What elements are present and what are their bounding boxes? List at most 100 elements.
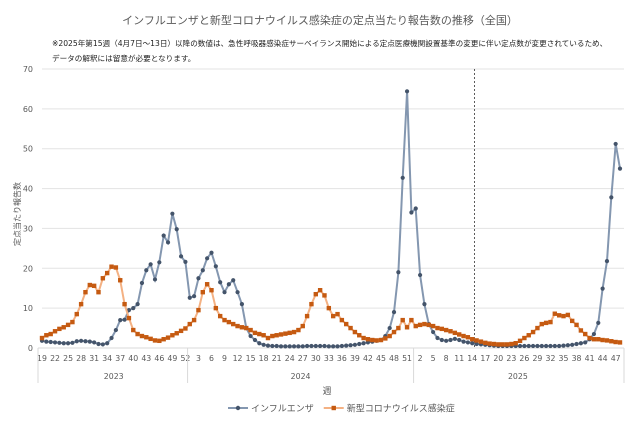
x-tick-label: 27 — [298, 354, 308, 363]
x-tick-label: 43 — [141, 354, 151, 363]
data-point — [530, 329, 536, 335]
data-point — [326, 305, 332, 311]
data-point — [348, 325, 353, 331]
data-point — [613, 339, 618, 345]
data-point — [296, 327, 301, 333]
data-point — [470, 337, 475, 342]
x-tick-label: 31 — [89, 354, 99, 363]
x-tick-label: 35 — [559, 354, 569, 363]
x-tick-label: 6 — [209, 354, 214, 363]
data-point — [187, 295, 192, 300]
data-point — [357, 333, 362, 338]
data-point — [283, 331, 288, 336]
x-tick-label: 29 — [532, 354, 542, 363]
data-point — [248, 327, 253, 333]
data-point — [517, 343, 523, 349]
data-point — [317, 288, 323, 293]
data-point — [274, 343, 279, 349]
data-point — [61, 341, 66, 346]
data-point — [187, 321, 192, 327]
data-point — [470, 341, 475, 346]
data-point — [526, 333, 531, 338]
data-point — [530, 343, 536, 349]
data-point — [426, 322, 431, 328]
y-tick-label: 0 — [28, 344, 33, 353]
data-point — [439, 337, 444, 343]
data-point — [617, 340, 623, 345]
data-point — [570, 342, 575, 347]
data-point — [239, 302, 245, 307]
chart-note: ※2025年第15週（4月7日～13日）以降の数値は、急性呼吸器感染症サーベイラ… — [52, 36, 607, 66]
data-point — [396, 270, 401, 275]
data-point — [539, 321, 544, 327]
data-point — [278, 344, 284, 349]
data-point — [596, 320, 601, 325]
x-tick-label: 14 — [467, 354, 477, 363]
data-point — [161, 337, 166, 342]
data-point — [248, 333, 253, 339]
data-point — [122, 301, 127, 307]
x-tick-label: 46 — [154, 354, 164, 363]
data-point — [409, 210, 414, 215]
data-point — [617, 166, 623, 171]
data-point — [535, 343, 540, 349]
data-point — [604, 338, 610, 343]
data-point — [135, 302, 140, 307]
data-point — [287, 344, 292, 349]
data-point — [96, 341, 101, 347]
data-point — [522, 335, 527, 341]
data-point — [322, 343, 327, 349]
data-point — [283, 344, 288, 349]
y-tick-label: 20 — [23, 264, 33, 273]
data-point — [330, 313, 336, 319]
data-point — [196, 276, 201, 281]
data-point — [113, 327, 118, 333]
y-tick-label: 60 — [23, 105, 33, 114]
data-point — [383, 336, 388, 341]
y-tick-label: 70 — [23, 65, 33, 74]
data-point — [204, 282, 210, 287]
data-point — [135, 331, 140, 337]
data-point — [217, 313, 223, 319]
x-tick-label: 8 — [444, 354, 449, 363]
data-point — [544, 343, 549, 349]
data-point — [265, 335, 271, 341]
data-point — [578, 341, 583, 346]
data-point — [79, 338, 84, 343]
x-tick-label: 20 — [493, 354, 503, 363]
data-point — [557, 343, 562, 349]
x-tick-label: 26 — [519, 354, 529, 363]
data-point — [270, 333, 275, 339]
x-tick-label: 12 — [233, 354, 243, 363]
x-tick-label: 42 — [363, 354, 373, 363]
data-point — [270, 343, 275, 349]
data-point — [148, 262, 153, 267]
data-point — [178, 254, 184, 259]
x-tick-label: 18 — [259, 354, 269, 363]
data-point — [291, 344, 297, 349]
data-point — [44, 339, 49, 344]
data-point — [465, 335, 471, 340]
data-point — [131, 306, 136, 311]
data-point — [213, 264, 218, 269]
data-point — [300, 323, 305, 329]
data-point — [452, 336, 457, 341]
data-point — [422, 321, 427, 327]
data-point — [118, 318, 123, 323]
data-point — [461, 333, 466, 339]
data-point — [596, 337, 601, 342]
data-point — [170, 211, 175, 216]
data-point — [435, 325, 440, 331]
data-point — [574, 341, 579, 347]
x-tick-label: 25 — [63, 354, 73, 363]
data-point — [565, 343, 570, 348]
data-point — [83, 339, 88, 344]
data-point — [39, 335, 45, 341]
data-point — [331, 344, 336, 349]
data-point — [400, 175, 405, 180]
x-tick-label: 5 — [431, 354, 436, 363]
data-point — [400, 317, 405, 323]
data-point — [365, 337, 371, 342]
data-point — [413, 206, 418, 211]
data-point — [396, 325, 401, 331]
